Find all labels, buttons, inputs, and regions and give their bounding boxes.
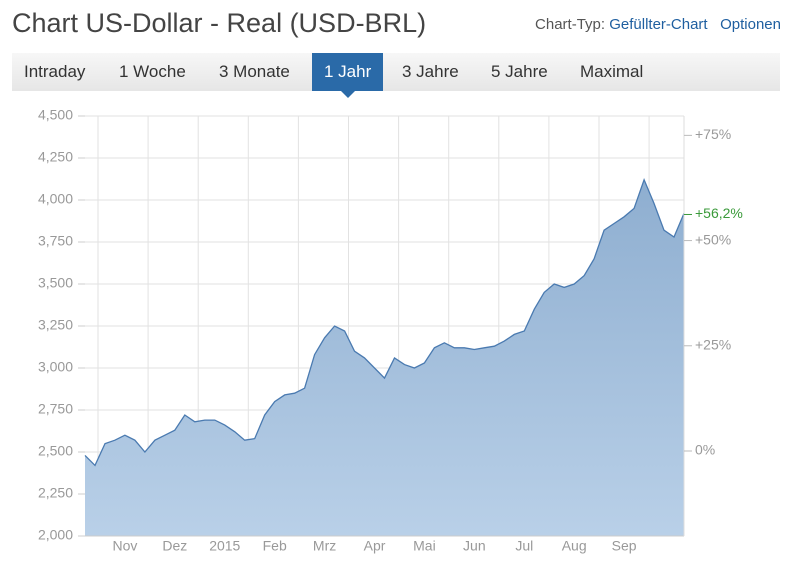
y-tick-label: 4,500 (38, 107, 73, 123)
x-tick-label: Aug (562, 538, 587, 554)
line (84, 177, 685, 467)
x-tick-label: Feb (263, 538, 287, 554)
tab[interactable]: Maximal (580, 62, 644, 81)
tab[interactable]: 1 Jahr (312, 53, 384, 98)
change-label: +56,2% (695, 205, 743, 221)
y2-tick-label: +25% (695, 336, 731, 352)
x-tick-label: Jun (463, 538, 486, 554)
y-tick-label: 3,500 (38, 275, 73, 291)
x-tick-label: Dez (162, 538, 187, 554)
x-tick-label: Mai (413, 538, 436, 554)
chart-options: Chart-Typ: Gefüllter-Chart Optionen (535, 16, 781, 33)
x-tick-label: Jul (515, 538, 533, 554)
tab[interactable]: 1 Woche (119, 62, 186, 81)
y-tick-label: 4,250 (38, 149, 73, 165)
tab-bar: Intraday 1 Woche 3 Monate 1 Jahr 3 Jahre 5 Ja… (12, 53, 780, 98)
y-tick-label: 2,000 (38, 527, 73, 543)
tab[interactable]: 3 Monate (219, 62, 290, 81)
chart-type-label: Chart-Typ: (535, 16, 606, 33)
y2-tick-label: +50% (695, 231, 731, 247)
y-tick-label: 2,250 (38, 485, 73, 501)
y2-tick-label: 0% (695, 442, 715, 458)
area (85, 179, 684, 537)
page-title: Chart US-Dollar - Real (USD-BRL) (12, 8, 427, 38)
y2-tick-label: +75% (695, 126, 731, 142)
y-tick-label: 3,250 (38, 317, 73, 333)
x-tick-label: Apr (364, 538, 386, 554)
tab[interactable]: Intraday (24, 62, 86, 81)
y-tick-label: 2,500 (38, 443, 73, 459)
y-tick-label: 3,750 (38, 233, 73, 249)
tab[interactable]: 3 Jahre (402, 62, 459, 81)
chart-type-link[interactable]: Gefüllter-Chart (609, 16, 708, 33)
options-link[interactable]: Optionen (720, 16, 781, 33)
x-tick-label: Nov (112, 538, 137, 554)
y-tick-label: 3,000 (38, 359, 73, 375)
x-tick-label: Sep (612, 538, 637, 554)
y-tick-label: 4,000 (38, 191, 73, 207)
x-tick-label: Mrz (313, 538, 336, 554)
tab[interactable]: 5 Jahre (491, 62, 548, 81)
x-tick-label: 2015 (209, 538, 240, 554)
y-tick-label: 2,750 (38, 401, 73, 417)
